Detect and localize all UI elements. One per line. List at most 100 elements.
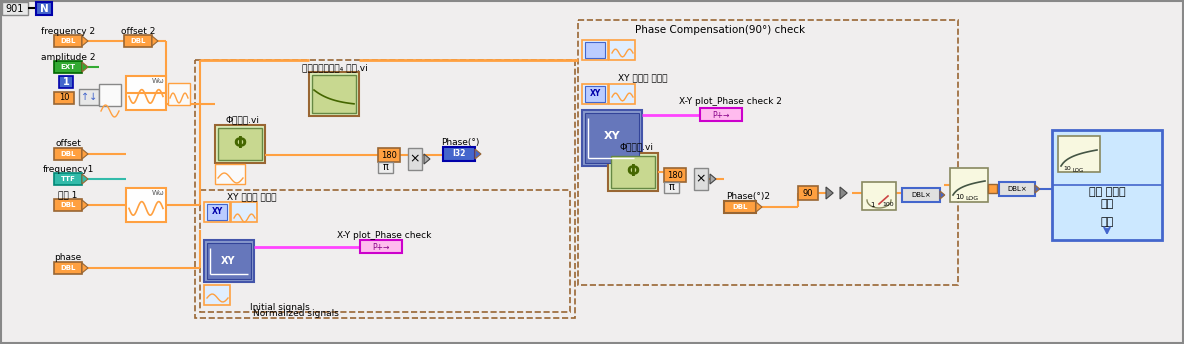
Polygon shape	[710, 174, 716, 184]
Text: ↑↓: ↑↓	[81, 92, 97, 102]
Text: XY 그래프 만들기: XY 그래프 만들기	[618, 74, 668, 83]
Bar	[218, 128, 262, 160]
Text: LOG: LOG	[1073, 168, 1083, 172]
Bar	[204, 285, 230, 305]
Text: 180: 180	[667, 171, 683, 180]
Text: Wω: Wω	[152, 190, 165, 196]
Text: DBL: DBL	[60, 38, 76, 44]
Polygon shape	[1035, 185, 1040, 193]
Text: Φ감결칠.vi: Φ감결칠.vi	[619, 142, 654, 151]
Bar	[313, 75, 356, 113]
Bar	[609, 153, 658, 191]
Text: Φ감결칠.vi: Φ감결칠.vi	[226, 116, 260, 125]
Text: Wω: Wω	[152, 78, 165, 84]
Text: DBL: DBL	[60, 265, 76, 271]
Text: ×: ×	[696, 172, 706, 185]
Text: 180: 180	[381, 151, 397, 160]
Bar	[583, 110, 642, 166]
Bar	[204, 202, 230, 222]
Text: XY: XY	[604, 131, 620, 141]
Bar	[309, 72, 359, 116]
Text: Φ: Φ	[626, 164, 639, 180]
Polygon shape	[424, 154, 430, 164]
Bar	[215, 164, 245, 184]
Text: 1: 1	[63, 77, 70, 87]
Bar	[609, 40, 635, 60]
Bar	[723, 201, 757, 213]
Text: P+→: P+→	[713, 110, 729, 119]
Polygon shape	[82, 62, 88, 72]
Bar	[999, 182, 1035, 196]
Bar	[611, 156, 655, 188]
Text: N: N	[39, 4, 49, 14]
Bar	[694, 168, 708, 190]
Text: Initial signals: Initial signals	[250, 302, 310, 312]
Bar	[54, 35, 82, 47]
Bar	[126, 76, 166, 110]
Polygon shape	[82, 149, 88, 159]
Text: XY: XY	[212, 207, 223, 216]
Bar	[168, 83, 189, 105]
Bar	[1058, 136, 1100, 172]
Text: 진폭 1: 진폭 1	[58, 191, 78, 200]
Bar	[583, 84, 609, 104]
Text: XY: XY	[220, 256, 236, 266]
Bar	[207, 243, 251, 279]
Bar	[950, 168, 987, 202]
Bar	[207, 204, 227, 220]
Text: 1: 1	[870, 202, 874, 208]
Bar	[54, 262, 82, 274]
Bar	[609, 84, 635, 104]
Bar	[585, 42, 605, 58]
Text: offset 2: offset 2	[121, 26, 155, 35]
Bar	[578, 20, 958, 285]
Bar	[195, 60, 575, 318]
Text: DBL×: DBL×	[912, 192, 931, 198]
Polygon shape	[826, 187, 834, 199]
Text: 측정 파일에
쓰기: 측정 파일에 쓰기	[1088, 187, 1125, 209]
Bar	[1053, 130, 1162, 240]
Text: 신호: 신호	[1100, 217, 1114, 227]
Text: EXT: EXT	[60, 64, 76, 70]
Bar	[99, 84, 121, 106]
Text: 10: 10	[1063, 165, 1070, 171]
Text: offset: offset	[56, 140, 81, 149]
Polygon shape	[940, 191, 945, 199]
Bar	[231, 202, 257, 222]
Bar	[585, 86, 605, 102]
Text: 901: 901	[6, 4, 24, 14]
Bar	[2, 2, 28, 15]
Bar	[378, 162, 393, 173]
Text: 위상보상된신호₄ 취득.vi: 위상보상된신호₄ 취득.vi	[302, 64, 368, 73]
Bar	[585, 113, 639, 163]
Text: frequency1: frequency1	[43, 164, 94, 173]
Text: LOG: LOG	[965, 196, 978, 202]
Text: DBL: DBL	[130, 38, 146, 44]
Text: ×: ×	[410, 152, 420, 165]
Polygon shape	[82, 200, 88, 210]
Bar	[204, 240, 255, 282]
Bar	[200, 190, 570, 312]
Text: 10: 10	[955, 194, 965, 200]
Text: π: π	[669, 183, 675, 193]
Polygon shape	[757, 202, 762, 212]
Polygon shape	[82, 174, 88, 184]
Text: DBL: DBL	[60, 202, 76, 208]
Bar	[54, 173, 82, 185]
Bar	[664, 182, 678, 193]
Text: Φ: Φ	[233, 137, 246, 151]
Text: Phase(°)2: Phase(°)2	[726, 192, 770, 201]
Text: X-Y plot_Phase check: X-Y plot_Phase check	[336, 230, 431, 239]
Text: 10: 10	[59, 94, 69, 103]
Text: frequency 2: frequency 2	[41, 26, 95, 35]
Text: Normalized signals: Normalized signals	[253, 309, 339, 318]
Bar	[378, 148, 400, 162]
Text: X-Y plot_Phase check 2: X-Y plot_Phase check 2	[678, 97, 781, 107]
Bar	[443, 147, 475, 161]
Bar	[54, 61, 82, 73]
Bar	[987, 184, 997, 193]
Bar	[583, 40, 609, 60]
Text: P+→: P+→	[372, 243, 390, 251]
Polygon shape	[475, 149, 481, 159]
Bar	[215, 125, 265, 163]
